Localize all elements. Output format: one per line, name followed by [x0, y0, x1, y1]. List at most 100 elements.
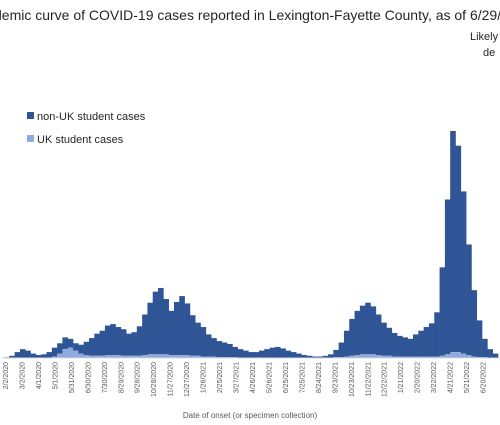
bar-non-uk-81: [434, 312, 440, 357]
bar-uk-81: [434, 356, 440, 358]
bar-uk-75: [402, 356, 408, 358]
bar-uk-67: [359, 354, 366, 358]
bar-non-uk-46: [248, 352, 254, 358]
x-tick-label-20: 9/23/2021: [332, 362, 339, 393]
bar-uk-25: [136, 355, 143, 358]
bar-non-uk-63: [338, 342, 345, 358]
bar-non-uk-7: [41, 354, 47, 358]
bar-non-uk-32: [173, 301, 180, 356]
bar-uk-38: [205, 356, 212, 358]
bar-uk-71: [381, 355, 387, 358]
bar-uk-64: [343, 356, 350, 358]
bar-non-uk-77: [413, 334, 419, 357]
bar-uk-82: [439, 355, 446, 358]
x-tick-label-27: 4/21/2022: [448, 362, 455, 393]
bar-non-uk-16: [88, 338, 95, 356]
legend-label-uk: UK student cases: [37, 134, 124, 146]
bar-uk-17: [94, 355, 100, 358]
bar-non-uk-52: [280, 348, 286, 358]
bar-non-uk-43: [232, 346, 239, 358]
bar-uk-83: [444, 354, 451, 358]
bar-non-uk-26: [142, 314, 148, 356]
bar-non-uk-47: [253, 352, 260, 358]
x-tick-label-14: 3/27/2021: [234, 362, 241, 393]
bar-non-uk-90: [482, 338, 488, 358]
bar-non-uk-10: [57, 343, 63, 354]
bar-uk-14: [78, 353, 84, 358]
bar-uk-88: [471, 356, 478, 358]
bar-non-uk-2: [14, 352, 21, 358]
bar-uk-27: [147, 354, 154, 358]
x-tick-label-16: 5/26/2021: [267, 362, 274, 393]
bar-uk-66: [354, 355, 361, 358]
bar-non-uk-33: [179, 296, 185, 356]
bar-uk-33: [179, 355, 185, 358]
bar-uk-26: [142, 355, 148, 358]
bar-non-uk-36: [195, 322, 201, 356]
bar-non-uk-1: [9, 355, 15, 358]
bar-non-uk-65: [349, 318, 355, 356]
x-tick-label-12: 1/26/2021: [201, 362, 208, 393]
bar-non-uk-24: [131, 332, 138, 356]
x-tick-label-28: 5/21/2022: [464, 362, 471, 393]
bar-non-uk-70: [375, 314, 382, 356]
bar-non-uk-11: [62, 337, 69, 350]
legend: non-UK student cases UK student cases: [27, 111, 146, 146]
bar-non-uk-14: [78, 344, 84, 354]
bar-non-uk-49: [264, 349, 270, 358]
bar-non-uk-57: [306, 355, 313, 358]
bar-non-uk-5: [30, 353, 37, 358]
bar-non-uk-78: [418, 330, 424, 357]
x-tick-label-9: 10/28/2020: [151, 362, 158, 397]
bar-uk-32: [173, 355, 180, 358]
annotation-line-2: de: [483, 47, 495, 59]
bar-non-uk-9: [51, 347, 58, 357]
bar-non-uk-69: [370, 306, 377, 355]
bar-non-uk-18: [99, 330, 106, 356]
bar-non-uk-66: [354, 310, 361, 356]
bar-uk-77: [413, 356, 419, 358]
bar-non-uk-51: [274, 346, 281, 358]
x-tick-label-7: 8/29/2020: [118, 362, 125, 393]
bar-non-uk-84: [450, 130, 456, 353]
x-tick-label-11: 12/27/2020: [184, 362, 191, 397]
bar-non-uk-23: [126, 333, 132, 356]
bar-non-uk-87: [466, 244, 472, 356]
x-tick-label-1: 3/2/2020: [20, 362, 27, 389]
bar-non-uk-15: [83, 341, 90, 356]
bar-non-uk-64: [343, 330, 350, 357]
bar-non-uk-41: [221, 342, 228, 358]
bar-non-uk-40: [216, 341, 223, 358]
bar-uk-76: [407, 356, 414, 358]
bar-non-uk-48: [258, 350, 265, 358]
bar-uk-13: [73, 350, 79, 358]
bar-non-uk-35: [189, 315, 196, 356]
bar-non-uk-37: [200, 327, 207, 357]
bar-uk-23: [126, 355, 132, 358]
annotation-line-1: Likely: [470, 31, 499, 43]
legend-label-non-uk: non-UK student cases: [37, 111, 146, 123]
bar-non-uk-4: [25, 350, 31, 358]
bar-uk-9: [51, 356, 58, 358]
bar-uk-18: [99, 355, 106, 358]
bar-non-uk-82: [439, 267, 446, 356]
bar-uk-80: [428, 356, 435, 358]
x-tick-label-18: 7/25/2021: [299, 362, 306, 393]
bar-non-uk-75: [402, 337, 408, 357]
bar-uk-37: [200, 356, 207, 358]
x-tick-label-25: 2/20/2022: [415, 362, 422, 393]
bar-non-uk-92: [492, 353, 499, 358]
x-tick-label-8: 9/28/2020: [135, 362, 142, 393]
bar-uk-29: [158, 354, 164, 358]
bar-non-uk-29: [158, 287, 164, 355]
bar-uk-34: [184, 355, 191, 358]
x-tick-label-0: 2/2/2020: [3, 362, 10, 389]
bar-non-uk-22: [120, 329, 127, 356]
bar-non-uk-62: [333, 349, 339, 358]
bar-non-uk-60: [322, 355, 329, 358]
bar-non-uk-55: [296, 353, 302, 358]
bar-non-uk-8: [46, 352, 53, 358]
x-tick-label-5: 6/30/2020: [85, 362, 92, 393]
bar-non-uk-72: [386, 327, 393, 356]
